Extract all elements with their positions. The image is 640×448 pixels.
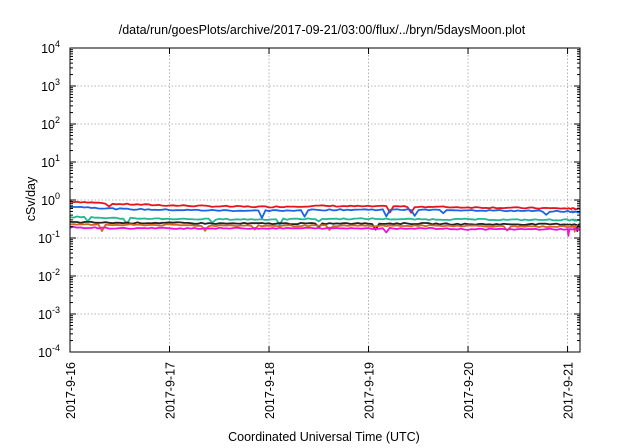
series-line-6 (69, 225, 581, 237)
plot-frame (69, 47, 581, 353)
x-tick-label: 2017-9-17 (164, 362, 178, 419)
x-axis-label: Coordinated Universal Time (UTC) (228, 430, 420, 444)
series-line-4 (69, 220, 581, 233)
y-tick-label: 10-2 (38, 267, 60, 284)
y-tick-label: 101 (41, 153, 60, 170)
x-tick-label: 2017-9-18 (263, 362, 277, 419)
y-ticks: 10-4 10-3 10-2 10-1 100 101 102 103 104 (38, 39, 580, 360)
series-line-1 (69, 200, 581, 214)
series-line-2 (70, 205, 581, 219)
series-line-3 (69, 215, 581, 226)
y-axis-label: cSv/day (24, 176, 38, 221)
x-tick-label: 2017-9-19 (363, 362, 377, 419)
x-ticks: 2017-9-16 2017-9-17 2017-9-18 2017-9-19 2017… (64, 48, 576, 419)
y-tick-label: 104 (41, 39, 60, 56)
series-lines (69, 200, 581, 237)
y-tick-label: 100 (41, 191, 60, 208)
y-tick-label: 10-3 (38, 305, 60, 322)
x-tick-label: 2017-9-21 (562, 362, 576, 419)
x-tick-label: 2017-9-16 (64, 362, 78, 419)
y-tick-label: 102 (41, 115, 60, 132)
y-tick-label: 10-1 (38, 229, 60, 246)
y-tick-label: 10-4 (38, 343, 60, 360)
series-line-5 (69, 223, 581, 233)
x-tick-label: 2017-9-20 (462, 362, 476, 419)
chart-title: /data/run/goesPlots/archive/2017-09-21/0… (119, 23, 526, 37)
y-tick-label: 103 (41, 77, 60, 94)
grid-lines (70, 48, 580, 352)
